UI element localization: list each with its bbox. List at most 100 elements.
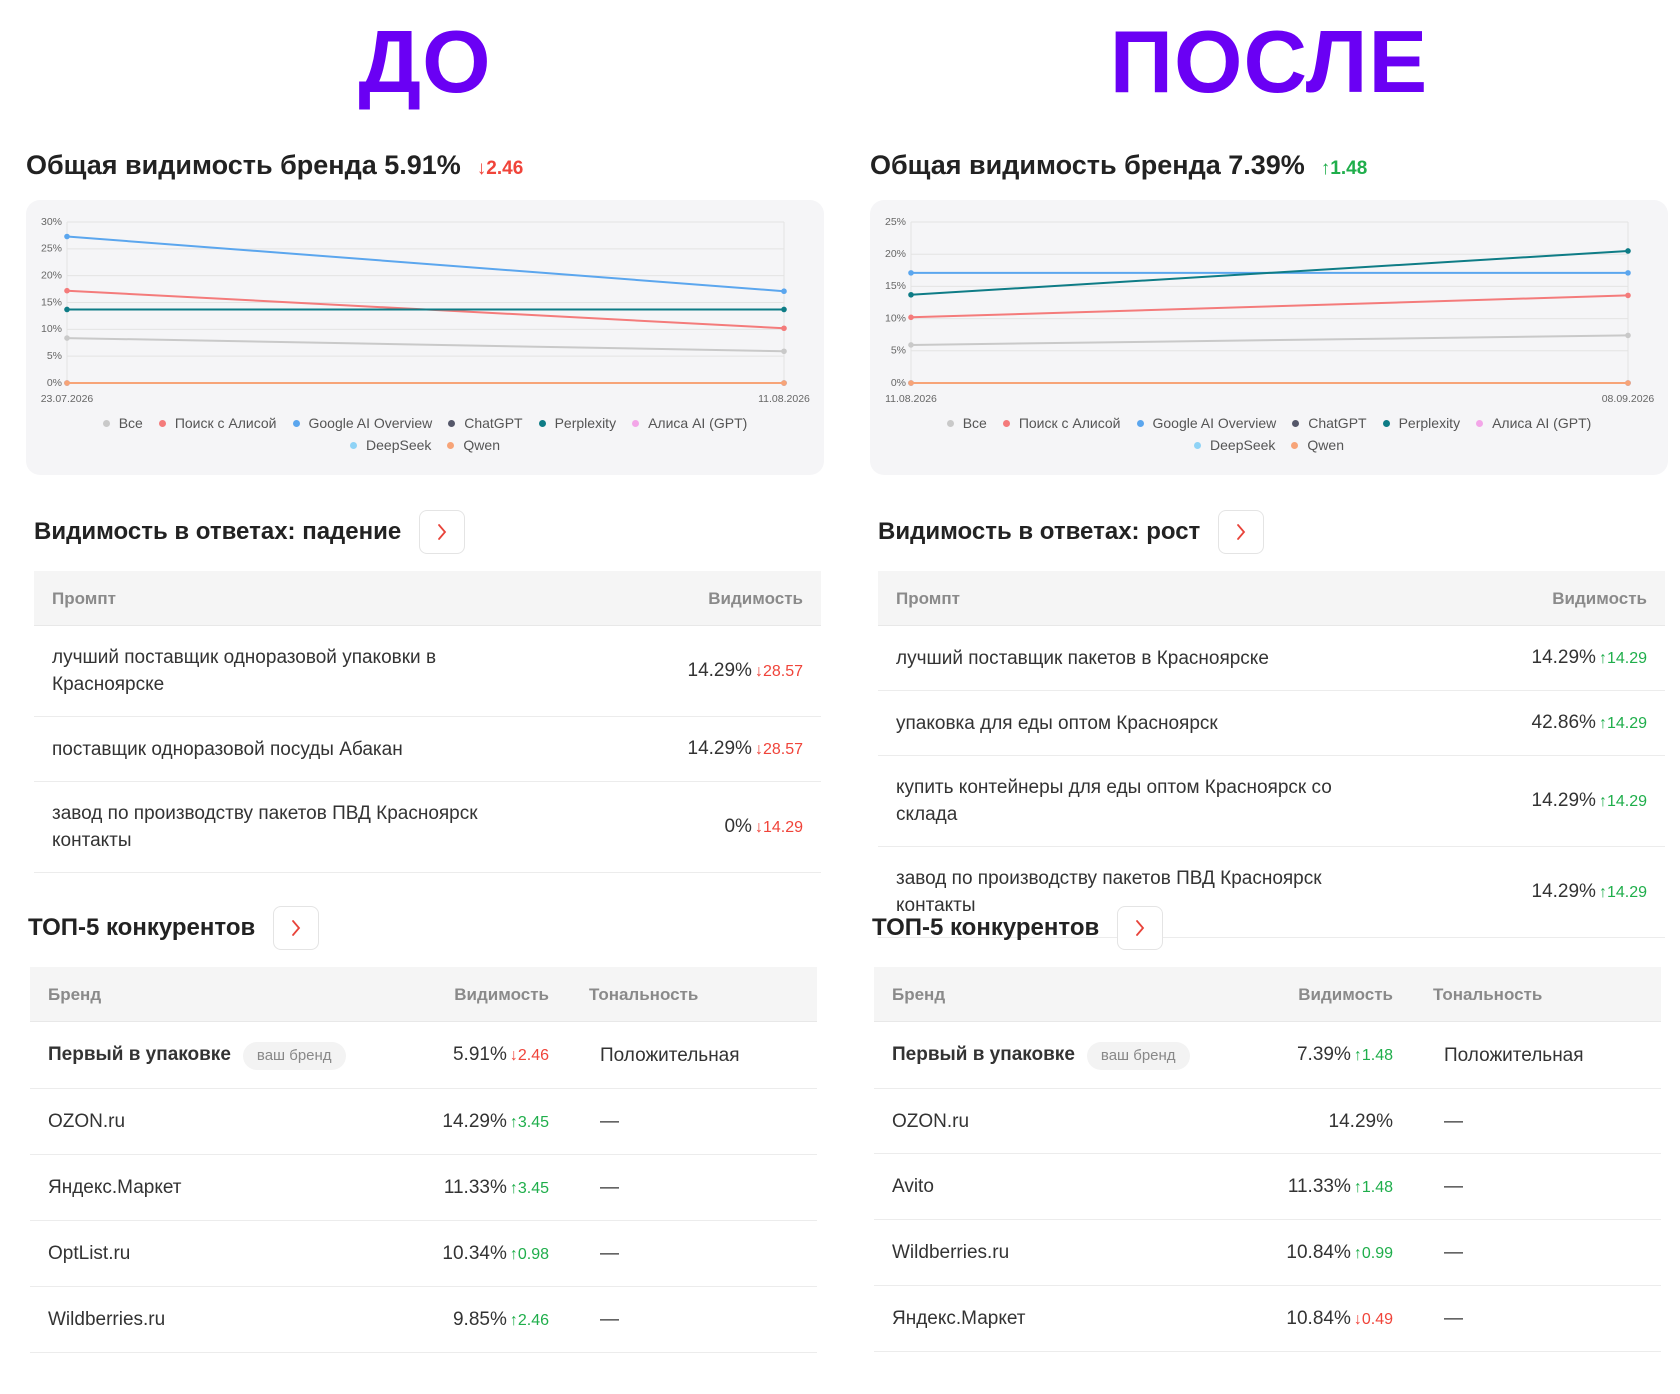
y-tick-label: 20% — [41, 269, 62, 281]
legend-item: ChatGPT — [1292, 412, 1367, 434]
visibility: 11.33% ↑1.48 — [1193, 1173, 1393, 1201]
badge: ваш бренд — [242, 1041, 346, 1070]
value: 9.85% — [452, 1308, 507, 1330]
delta: ↑14.29 — [1598, 793, 1647, 810]
value: 0% — [724, 816, 752, 837]
series-line — [66, 337, 785, 353]
brand-name: Яндекс.Маркет — [892, 1308, 1026, 1329]
expand-button[interactable] — [1218, 510, 1265, 554]
table-header: Промпт Видимость — [878, 571, 1665, 626]
table-row: Первый в упаковке ваш бренд 7.39% ↑1.48 Поло… — [874, 1022, 1661, 1089]
table-row: лучший поставщик одноразовой упаковки в … — [34, 626, 821, 717]
x-tick-label: 11.08.2026 — [758, 393, 810, 405]
point — [908, 380, 914, 386]
legend-dot — [1292, 420, 1300, 427]
brand-cell: Яндекс.Маркет — [892, 1305, 1193, 1332]
point — [781, 380, 787, 386]
delta: ↓14.29 — [754, 819, 803, 836]
y-tick-label: 15% — [885, 280, 906, 292]
chevron-icon — [438, 524, 447, 540]
legend-label: Все — [962, 415, 987, 431]
point — [908, 291, 914, 298]
prompt-table: Промпт Видимость лучший поставщик одноразо… — [34, 571, 821, 873]
delta: ↑3.45 — [509, 1113, 549, 1131]
expand-button[interactable] — [273, 906, 320, 950]
brand-cell: OptList.ru — [48, 1240, 349, 1267]
section-heading: Видимость в ответах: рост — [878, 509, 1265, 555]
value: 7.39% — [1296, 1044, 1351, 1065]
brand-name: Wildberries.ru — [48, 1309, 166, 1330]
prompt: завод по производству пакетов ПВД Красно… — [896, 868, 1322, 916]
panel-label: ПОСЛЕ — [1109, 12, 1429, 111]
legend-item: Qwen — [1291, 434, 1344, 456]
table-row: купить контейнеры для еды оптом Краснояр… — [878, 756, 1665, 847]
panel: ПОСЛЕ Общая видимость бренда 7.39% ↑1.48 0%… — [870, 0, 1668, 1394]
prompt: купить контейнеры для еды оптом Краснояр… — [896, 777, 1332, 825]
point — [781, 306, 787, 313]
prompt: поставщик одноразовой посуды Абакан — [52, 738, 403, 760]
legend-item: DeepSeek — [1194, 434, 1275, 456]
brand-cell: Яндекс.Маркет — [48, 1174, 349, 1201]
table-row: Wildberries.ru 9.85% ↑2.46 — — [30, 1287, 817, 1353]
competitor-table: Бренд Видимость Тональность Первый в упаков… — [874, 967, 1661, 1352]
point — [781, 325, 787, 332]
table-row: OptList.ru 10.34% ↑0.98 — — [30, 1221, 817, 1287]
tonality: — — [1444, 1242, 1463, 1263]
legend-dot — [1002, 420, 1010, 427]
point — [1625, 332, 1631, 339]
y-tick-label: 0% — [47, 377, 62, 389]
legend-label: DeepSeek — [1210, 437, 1276, 453]
panel: ДО Общая видимость бренда 5.91% ↓2.46 0% 5% 1… — [26, 0, 824, 1394]
brand-name: OptList.ru — [48, 1243, 131, 1264]
legend-label: Алиса AI (GPT) — [648, 415, 748, 431]
chevron-icon — [1237, 524, 1246, 540]
value: 10.84% — [1286, 1241, 1351, 1263]
y-tick-label: 10% — [885, 312, 906, 324]
y-tick-label: 5% — [47, 350, 62, 362]
value: 14.29% — [1531, 881, 1596, 902]
legend-label: Google AI Overview — [1152, 415, 1277, 431]
point — [1625, 380, 1631, 386]
visibility: 14.29% ↑14.29 — [1532, 878, 1648, 906]
brand-name: Первый в упаковке — [892, 1043, 1075, 1065]
expand-button[interactable] — [1117, 906, 1164, 950]
point — [64, 380, 70, 386]
tonality: Положительная — [600, 1044, 740, 1066]
brand-name: Wildberries.ru — [892, 1242, 1010, 1263]
delta: ↑1.48 — [1320, 158, 1368, 179]
point — [64, 306, 70, 313]
y-tick-label: 15% — [41, 296, 62, 308]
header-cell: Тональность — [589, 984, 699, 1004]
visibility: 14.29% — [1193, 1108, 1393, 1135]
value: 10.34% — [442, 1242, 507, 1264]
table-header: Бренд Видимость Тональность — [874, 967, 1661, 1022]
y-tick-label: 20% — [885, 248, 906, 260]
chart-card: 0% 5% 10% 15% 20% 25% 11.08.2026 08.09.2026 Все П… — [870, 200, 1668, 475]
delta: ↑3.45 — [509, 1179, 549, 1197]
header-cell: Видимость — [1298, 984, 1393, 1004]
panel-label: ДО — [358, 12, 492, 111]
section-title: ТОП-5 конкурентов — [872, 914, 1100, 941]
brand-cell: Первый в упаковке ваш бренд — [892, 1041, 1193, 1070]
tonality: — — [1444, 1308, 1463, 1329]
legend-item: Perplexity — [1382, 412, 1460, 434]
chevron-icon — [292, 920, 301, 936]
point — [64, 335, 70, 341]
visibility: 42.86% ↑14.29 — [1532, 709, 1648, 737]
expand-button[interactable] — [419, 510, 466, 554]
delta: ↓28.57 — [754, 741, 803, 758]
legend-item: Google AI Overview — [292, 412, 432, 434]
point — [908, 342, 914, 348]
legend-dot — [1194, 442, 1202, 449]
table-row: Wildberries.ru 10.84% ↑0.99 — — [874, 1220, 1661, 1286]
prompt: лучший поставщик одноразовой упаковки в … — [52, 647, 437, 695]
header-cell: Тональность — [1433, 984, 1543, 1004]
table-row: OZON.ru 14.29% — — [874, 1089, 1661, 1154]
header-cell: Бренд — [892, 984, 946, 1004]
badge: ваш бренд — [1086, 1041, 1190, 1070]
y-tick-label: 25% — [885, 216, 906, 228]
legend-item: Все — [946, 412, 987, 434]
value: 10.84% — [1286, 1307, 1351, 1329]
prompt-table: Промпт Видимость лучший поставщик пакетов … — [878, 571, 1665, 938]
prompt: лучший поставщик пакетов в Красноярске — [896, 647, 1269, 669]
